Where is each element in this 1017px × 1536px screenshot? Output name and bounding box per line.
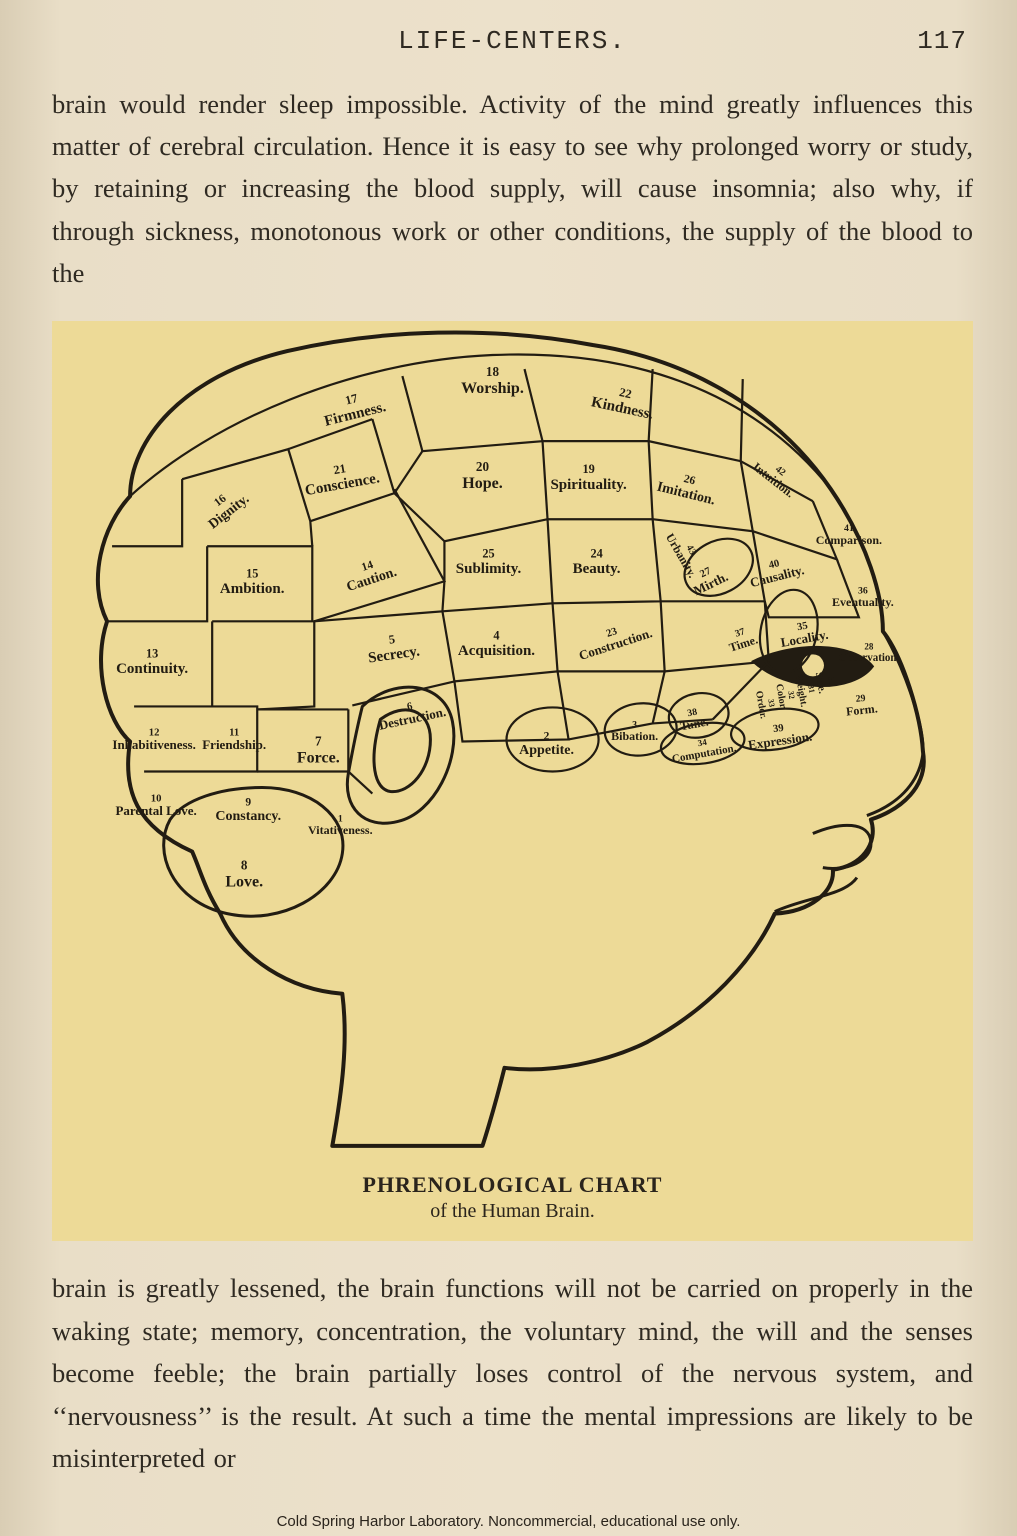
svg-text:Acquisition.: Acquisition. [458,643,535,659]
svg-text:15: 15 [246,566,258,580]
svg-text:Beauty.: Beauty. [573,561,621,577]
svg-text:Observation.: Observation. [838,652,899,664]
svg-text:Friendship.: Friendship. [202,737,266,752]
phrenology-figure: 18Worship.17Firmness.22Kindness.21Consci… [52,321,973,1241]
svg-text:18: 18 [486,364,500,379]
phrenology-svg: 18Worship.17Firmness.22Kindness.21Consci… [52,321,973,1162]
svg-text:20: 20 [476,459,490,474]
svg-text:Spirituality.: Spirituality. [550,477,627,493]
figure-caption: PHRENOLOGICAL CHART of the Human Brain. [52,1162,973,1241]
svg-text:7: 7 [315,733,322,748]
svg-text:13: 13 [146,646,158,660]
svg-text:Hope.: Hope. [462,475,502,492]
svg-text:28: 28 [864,641,874,651]
footer-credit: Cold Spring Harbor Laboratory. Noncommer… [0,1513,1017,1530]
running-title: LIFE-CENTERS. [398,26,627,56]
svg-text:25: 25 [482,546,494,560]
svg-text:21: 21 [332,461,347,477]
svg-text:4: 4 [493,628,499,642]
svg-text:2: 2 [544,730,550,742]
caption-sub: of the Human Brain. [52,1200,973,1223]
caption-title: PHRENOLOGICAL CHART [363,1172,663,1197]
page-number: 117 [917,26,967,56]
svg-text:Worship.: Worship. [461,380,524,397]
svg-text:Eventuality.: Eventuality. [832,595,894,609]
svg-text:Sublimity.: Sublimity. [456,561,522,577]
svg-text:Inhabitiveness.: Inhabitiveness. [112,737,195,752]
running-head: LIFE-CENTERS. 117 [52,26,973,56]
svg-text:9: 9 [245,796,251,808]
paragraph-bottom: brain is greatly lessened, the brain fun… [52,1267,973,1479]
svg-text:8: 8 [241,858,248,873]
svg-text:Bibation.: Bibation. [611,729,658,743]
svg-text:Vitativeness.: Vitativeness. [308,823,373,837]
svg-text:19: 19 [582,462,594,476]
svg-text:Love.: Love. [225,873,263,890]
svg-text:Ambition.: Ambition. [220,581,285,597]
svg-text:Continuity.: Continuity. [116,661,188,677]
paragraph-top: brain would render sleep impossible. Act… [52,83,973,295]
svg-text:Constancy.: Constancy. [215,809,281,824]
svg-text:Parental Love.: Parental Love. [115,803,196,818]
svg-text:24: 24 [590,546,602,560]
svg-text:Comparison.: Comparison. [816,533,882,547]
svg-text:Appetite.: Appetite. [519,743,574,758]
svg-text:Force.: Force. [297,749,340,766]
book-page: LIFE-CENTERS. 117 brain would render sle… [0,0,1017,1536]
